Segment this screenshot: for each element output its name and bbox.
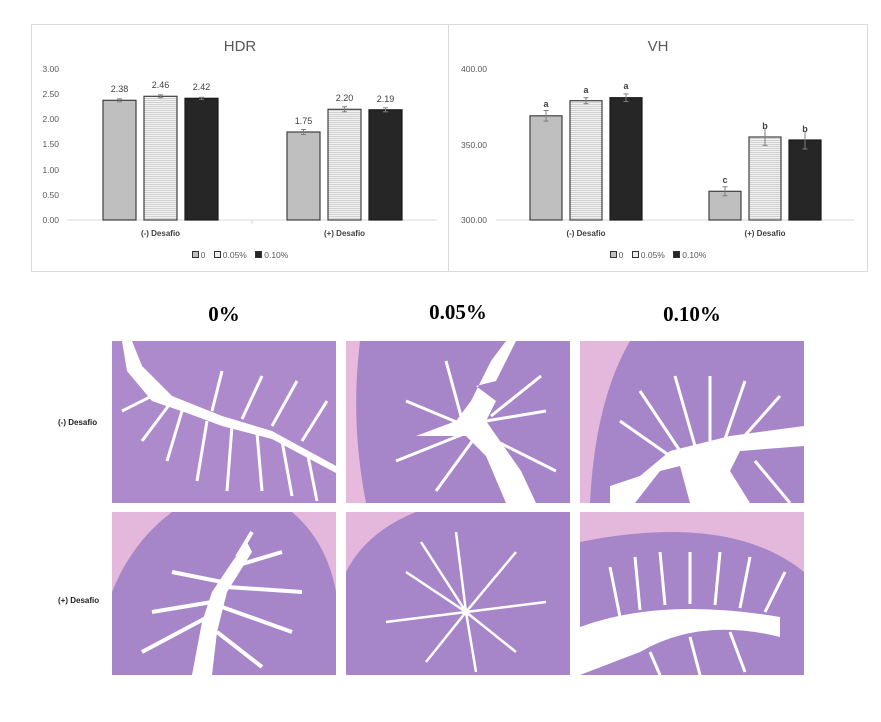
- category-label: (-) Desafio: [141, 229, 180, 238]
- histology-image-pos-0: [112, 512, 336, 675]
- error-bars: [117, 94, 388, 135]
- data-label: 2.46: [152, 80, 170, 90]
- y-tick: 2.50: [42, 89, 59, 99]
- row-label-pos: (+) Desafio: [58, 596, 100, 605]
- y-tick: 350.00: [461, 140, 487, 150]
- data-label: 2.19: [377, 94, 395, 104]
- y-tick: 0.00: [42, 215, 59, 225]
- significance-letter: a: [543, 99, 549, 109]
- data-label: 2.20: [336, 93, 354, 103]
- y-tick: 1.50: [42, 139, 59, 149]
- bar-010-neg: [184, 97, 219, 221]
- y-tick: 2.00: [42, 114, 59, 124]
- legend-swatch-icon: [191, 251, 199, 258]
- vh-chart-plot: 300.00 350.00 400.00 a a a c b b (-) Des…: [461, 64, 854, 238]
- histology-image-neg-010: [580, 341, 804, 503]
- significance-letter: a: [623, 81, 629, 91]
- significance-letter: a: [583, 85, 589, 95]
- column-title-0: 0%: [208, 302, 240, 326]
- error-bars: [543, 93, 808, 197]
- y-tick: 400.00: [461, 64, 487, 74]
- histology-image-pos-010: [580, 512, 804, 675]
- hdr-legend: 0 0.05% 0.10%: [32, 250, 448, 261]
- category-label: (+) Desafio: [744, 229, 785, 238]
- column-title-005: 0.05%: [429, 300, 487, 324]
- histology-image-pos-005: [346, 512, 570, 675]
- legend-swatch-icon: [609, 251, 617, 258]
- legend-item-010: 0.10%: [673, 250, 706, 260]
- legend-swatch-icon: [631, 251, 639, 258]
- legend-item-005: 0.05%: [631, 250, 665, 260]
- legend-swatch-icon: [673, 251, 681, 258]
- bar-005-neg: [569, 100, 603, 221]
- hdr-chart-title: HDR: [223, 38, 257, 55]
- y-tick: 1.00: [42, 165, 59, 175]
- bar-010-pos: [788, 139, 822, 221]
- histology-image-neg-0: [112, 341, 336, 503]
- significance-letter: b: [802, 124, 808, 134]
- y-tick: 3.00: [42, 64, 59, 74]
- data-label: 1.75: [295, 116, 313, 126]
- vh-chart-title: VH: [647, 38, 669, 55]
- row-label-neg: (-) Desafio: [58, 418, 98, 427]
- legend-item-0: 0: [191, 250, 205, 260]
- bar-0-neg: [102, 99, 137, 221]
- bar-0-neg: [529, 115, 563, 221]
- bar-005-pos: [327, 108, 362, 221]
- legend-item-005: 0.05%: [213, 250, 247, 260]
- vh-legend: 0 0.05% 0.10%: [449, 250, 867, 261]
- category-label: (+) Desafio: [324, 229, 365, 238]
- category-label: (-) Desafio: [566, 229, 605, 238]
- data-label: 2.42: [193, 82, 211, 92]
- bar-005-pos: [748, 136, 782, 221]
- bar-010-pos: [368, 109, 403, 221]
- data-label: 2.38: [111, 84, 129, 94]
- vh-chart-panel: VH 300.00 350.00 400.00 a a: [448, 24, 868, 272]
- legend-swatch-icon: [255, 251, 263, 258]
- hdr-chart-panel: HDR 0.00 0.50 1.00 1.50 2.00 2.50 3.00: [31, 24, 449, 272]
- significance-letter: c: [722, 175, 727, 185]
- legend-swatch-icon: [213, 251, 221, 258]
- y-tick: 300.00: [461, 215, 487, 225]
- legend-item-0: 0: [609, 250, 623, 260]
- legend-item-010: 0.10%: [255, 250, 288, 260]
- significance-letter: b: [762, 121, 768, 131]
- bar-005-neg: [143, 95, 178, 221]
- histology-image-neg-005: [346, 341, 570, 503]
- bar-010-neg: [609, 97, 643, 221]
- y-tick: 0.50: [42, 190, 59, 200]
- hdr-chart-plot: 0.00 0.50 1.00 1.50 2.00 2.50 3.00 2.38 …: [42, 64, 437, 238]
- bar-0-pos: [286, 131, 321, 221]
- column-title-010: 0.10%: [663, 302, 721, 326]
